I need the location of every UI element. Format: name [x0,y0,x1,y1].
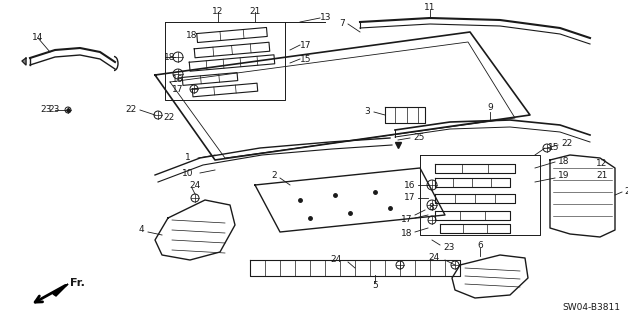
Text: 9: 9 [487,103,493,113]
Text: SW04-B3811: SW04-B3811 [562,303,620,313]
Text: 23: 23 [48,106,60,115]
Text: 18: 18 [558,157,570,166]
Text: 2: 2 [271,171,277,180]
Polygon shape [22,58,26,65]
Text: 11: 11 [425,4,436,12]
Polygon shape [452,255,528,298]
Text: 17: 17 [300,41,311,50]
Text: 16: 16 [404,180,415,189]
Text: 17: 17 [171,85,183,94]
Text: 18: 18 [185,30,197,39]
Polygon shape [155,32,530,160]
Text: 18: 18 [401,229,412,238]
Text: 19: 19 [558,171,570,180]
Text: 25: 25 [413,133,425,142]
Text: 24: 24 [190,180,200,189]
Text: 7: 7 [339,20,345,28]
Text: 23: 23 [41,106,52,115]
Text: 17: 17 [404,194,415,203]
Text: 22: 22 [126,106,137,115]
Polygon shape [255,168,445,232]
Text: 4: 4 [138,226,144,235]
Text: 12: 12 [596,158,607,167]
Polygon shape [550,155,615,237]
Text: 22: 22 [561,139,572,148]
Text: 13: 13 [320,13,332,22]
Text: 12: 12 [212,7,224,17]
Text: Fr.: Fr. [70,278,85,288]
Text: 8: 8 [428,204,434,212]
Text: 23: 23 [443,244,455,252]
Text: 15: 15 [548,143,560,153]
Polygon shape [53,284,68,296]
Text: 24: 24 [331,255,342,265]
Text: 21: 21 [249,7,261,17]
Text: 20: 20 [624,188,628,196]
Text: 14: 14 [32,34,44,43]
Text: 15: 15 [300,54,311,63]
Text: 22: 22 [163,114,174,123]
Text: 1: 1 [185,154,191,163]
Text: 18: 18 [163,52,175,61]
Text: 10: 10 [181,169,193,178]
Text: 6: 6 [477,241,483,250]
Polygon shape [385,107,425,123]
Text: 21: 21 [596,171,607,180]
Polygon shape [155,200,235,260]
Text: 3: 3 [364,108,370,116]
Text: 17: 17 [401,215,412,225]
Text: 16: 16 [171,75,183,84]
Text: 5: 5 [372,281,378,290]
Text: 24: 24 [429,253,440,262]
